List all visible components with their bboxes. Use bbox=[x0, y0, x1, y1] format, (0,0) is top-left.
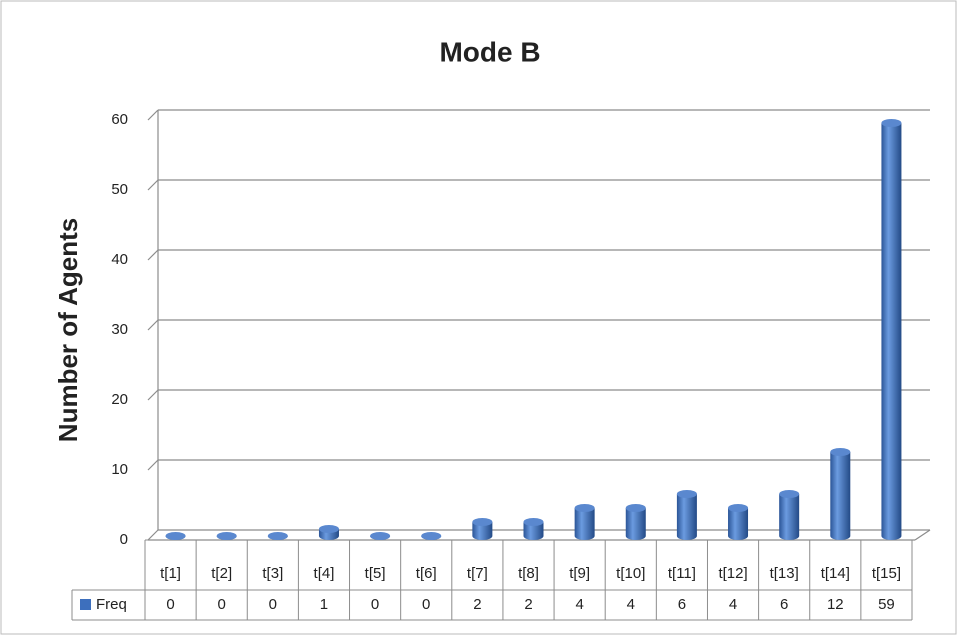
x-tick-label: t[4] bbox=[314, 565, 335, 582]
legend-key bbox=[80, 599, 91, 610]
y-axis-label: Number of Agents bbox=[53, 218, 83, 442]
floor-edge bbox=[914, 529, 931, 541]
grid-depth bbox=[147, 529, 159, 541]
grid-depth bbox=[147, 109, 159, 121]
x-tick-label: t[8] bbox=[518, 565, 539, 582]
data-table-value: 6 bbox=[678, 596, 686, 613]
data-table-value: 6 bbox=[780, 596, 788, 613]
bar bbox=[881, 123, 902, 540]
y-tick-label: 30 bbox=[111, 321, 128, 338]
bar bbox=[830, 452, 851, 540]
x-tick-label: t[3] bbox=[262, 565, 283, 582]
bar-top bbox=[779, 490, 800, 498]
x-tick-label: t[15] bbox=[872, 565, 901, 582]
x-tick-label: t[2] bbox=[211, 565, 232, 582]
y-tick-label: 60 bbox=[111, 111, 128, 128]
y-tick-label: 10 bbox=[111, 461, 128, 478]
x-tick-label: t[13] bbox=[770, 565, 799, 582]
bar-top bbox=[165, 532, 186, 540]
y-tick-label: 0 bbox=[120, 531, 128, 548]
bar bbox=[523, 522, 544, 540]
data-table-value: 0 bbox=[269, 596, 277, 613]
data-table-value: 0 bbox=[166, 596, 174, 613]
x-tick-label: t[12] bbox=[718, 565, 747, 582]
data-table-value: 0 bbox=[422, 596, 430, 613]
x-tick-label: t[6] bbox=[416, 565, 437, 582]
bar-top bbox=[728, 504, 749, 512]
y-tick-label: 40 bbox=[111, 251, 128, 268]
data-table-value: 59 bbox=[878, 596, 895, 613]
data-table-value: 12 bbox=[827, 596, 844, 613]
bar bbox=[574, 508, 595, 540]
bar bbox=[728, 508, 749, 540]
chart-title: Mode B bbox=[439, 36, 540, 67]
data-table-value: 1 bbox=[320, 596, 328, 613]
bar bbox=[625, 508, 646, 540]
x-tick-label: t[11] bbox=[668, 565, 696, 582]
grid-depth bbox=[147, 249, 159, 261]
x-tick-label: t[9] bbox=[569, 565, 590, 582]
x-tick-label: t[1] bbox=[160, 565, 181, 582]
bar-top bbox=[881, 119, 902, 127]
data-table-value: 4 bbox=[627, 596, 635, 613]
bar-top bbox=[472, 518, 493, 526]
bar-top bbox=[370, 532, 391, 540]
bar-top bbox=[830, 448, 851, 456]
bar-top bbox=[267, 532, 288, 540]
grid-depth bbox=[147, 389, 159, 401]
x-tick-label: t[7] bbox=[467, 565, 488, 582]
bar bbox=[676, 494, 697, 540]
bar-top bbox=[676, 490, 697, 498]
bar-top bbox=[625, 504, 646, 512]
bar-top bbox=[216, 532, 237, 540]
data-table-value: 4 bbox=[575, 596, 583, 613]
bar-top bbox=[574, 504, 595, 512]
grid-depth bbox=[147, 459, 159, 471]
bar bbox=[472, 522, 493, 540]
y-tick-label: 50 bbox=[111, 181, 128, 198]
grid-depth bbox=[147, 179, 159, 191]
data-table-value: 2 bbox=[473, 596, 481, 613]
x-tick-label: t[14] bbox=[821, 565, 850, 582]
y-tick-label: 20 bbox=[111, 391, 128, 408]
bar-top bbox=[523, 518, 544, 526]
bar-top bbox=[421, 532, 442, 540]
x-tick-label: t[10] bbox=[616, 565, 645, 582]
data-table-value: 0 bbox=[371, 596, 379, 613]
data-table-value: 0 bbox=[218, 596, 226, 613]
data-table-value: 4 bbox=[729, 596, 737, 613]
bar bbox=[779, 494, 800, 540]
bar-top bbox=[318, 525, 339, 533]
grid-depth bbox=[147, 319, 159, 331]
data-table-value: 2 bbox=[524, 596, 532, 613]
legend-label: Freq bbox=[96, 596, 127, 613]
x-tick-label: t[5] bbox=[365, 565, 386, 582]
